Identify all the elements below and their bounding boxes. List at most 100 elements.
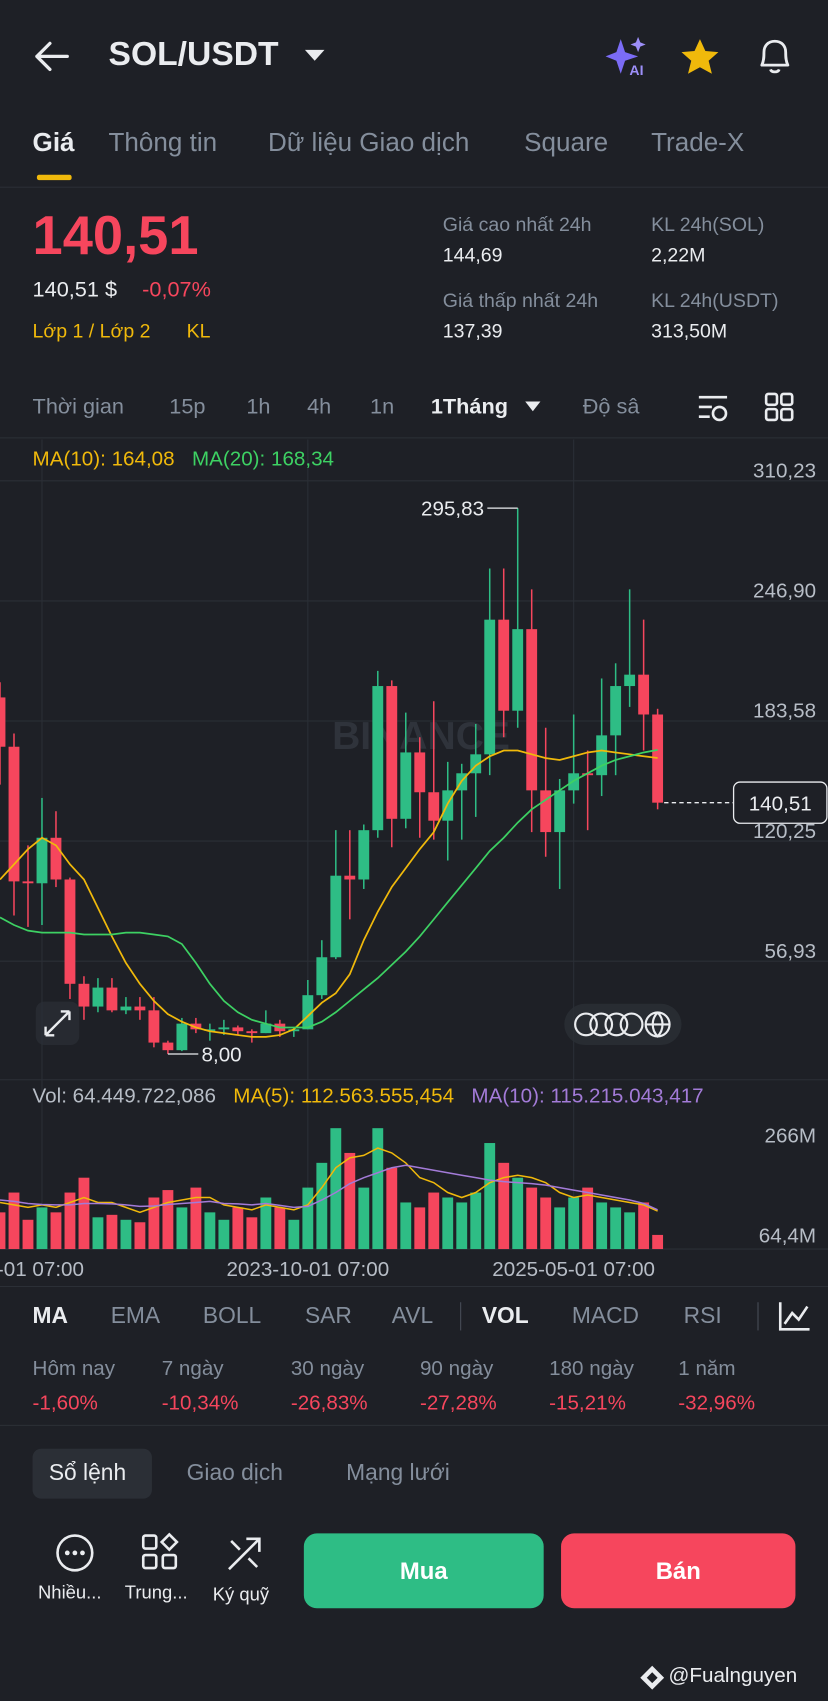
action-label[interactable]: Ký quỹ bbox=[212, 1584, 270, 1605]
action-label[interactable]: Nhiều... bbox=[37, 1582, 102, 1603]
vol-bar bbox=[36, 1207, 48, 1250]
divider bbox=[0, 437, 828, 439]
candle-body bbox=[288, 1029, 300, 1032]
kline-chart[interactable]: BINANCE 56,93 120,25 183,58 246,90 310,23 03-… bbox=[0, 438, 828, 1291]
vol-bar bbox=[442, 1197, 454, 1250]
more-icon[interactable] bbox=[54, 1532, 95, 1573]
perf-value: -1,60% bbox=[32, 1392, 98, 1416]
stat-value: 137,39 bbox=[442, 320, 503, 342]
interval[interactable]: Độ sâ bbox=[582, 395, 640, 419]
vol-bar bbox=[652, 1234, 664, 1250]
subtab[interactable]: Mạng lưới bbox=[346, 1460, 450, 1486]
candle-body bbox=[484, 619, 496, 755]
tab[interactable]: Dữ liệu Giao dịch bbox=[268, 128, 470, 158]
y-tick-label: 246,90 bbox=[753, 580, 816, 603]
favorite-star[interactable] bbox=[679, 37, 720, 76]
center-icon[interactable] bbox=[140, 1532, 179, 1571]
vol-bar bbox=[568, 1197, 580, 1250]
tab[interactable]: Trade-X bbox=[651, 128, 745, 158]
tab-active[interactable]: Giá bbox=[32, 128, 75, 158]
layer-tag[interactable]: Lớp 1 / Lớp 2 bbox=[32, 320, 151, 342]
interval[interactable]: 4h bbox=[307, 395, 332, 419]
candle-body bbox=[624, 674, 636, 687]
indicator-settings[interactable] bbox=[777, 1300, 812, 1333]
vol-bar bbox=[50, 1212, 62, 1250]
candle-body bbox=[50, 837, 62, 880]
divider bbox=[0, 1285, 828, 1288]
interval[interactable]: Thời gian bbox=[32, 395, 125, 419]
ma-line bbox=[0, 749, 658, 1038]
ai-icon[interactable]: AI bbox=[605, 35, 652, 78]
interval-caret[interactable] bbox=[524, 400, 541, 413]
vol-bar bbox=[288, 1219, 300, 1250]
x-tick-label: 2025-05-01 07:00 bbox=[492, 1258, 655, 1281]
candle-body bbox=[512, 629, 524, 711]
vol-bar bbox=[582, 1187, 594, 1250]
vol-bar bbox=[358, 1187, 370, 1250]
margin-icon[interactable] bbox=[225, 1534, 264, 1573]
vol-bar bbox=[78, 1177, 90, 1250]
indicator-active[interactable]: MA bbox=[32, 1303, 69, 1329]
indicator[interactable]: BOLL bbox=[202, 1303, 262, 1329]
indicator[interactable]: MACD bbox=[571, 1303, 640, 1329]
sell-button[interactable]: Bán bbox=[561, 1533, 796, 1609]
buy-button[interactable]: Mua bbox=[303, 1533, 544, 1609]
stat-value: 2,22M bbox=[651, 244, 706, 266]
annotation: 8,00 bbox=[202, 1044, 242, 1067]
candle-body bbox=[554, 790, 566, 833]
perf-label: 7 ngày bbox=[161, 1357, 224, 1381]
stat-value: 144,69 bbox=[442, 244, 503, 266]
pair-title[interactable]: SOL/USDT bbox=[108, 34, 279, 73]
interval[interactable]: 1h bbox=[246, 395, 271, 419]
vol-bar bbox=[120, 1219, 132, 1250]
candle-body bbox=[498, 619, 510, 711]
separator bbox=[757, 1302, 759, 1331]
kl-tag[interactable]: KL bbox=[186, 320, 211, 342]
vol-bar bbox=[638, 1202, 650, 1250]
tab[interactable]: Thông tin bbox=[108, 128, 218, 158]
vol-bar bbox=[624, 1212, 636, 1250]
svg-text:AI: AI bbox=[629, 62, 643, 78]
stat-value: 313,50M bbox=[651, 320, 728, 342]
vol-legend: Vol: 64.449.722,086 bbox=[33, 1085, 216, 1108]
tab[interactable]: Square bbox=[524, 128, 609, 158]
indicator[interactable]: SAR bbox=[304, 1303, 352, 1329]
chart-settings-icon[interactable] bbox=[697, 393, 730, 423]
subtab[interactable]: Giao dịch bbox=[186, 1460, 283, 1486]
candle-body bbox=[148, 1010, 160, 1043]
pair-caret[interactable] bbox=[304, 48, 326, 63]
divider bbox=[0, 186, 828, 188]
perf-value: -32,96% bbox=[678, 1392, 756, 1416]
vol-bar bbox=[610, 1207, 622, 1250]
vol-bar bbox=[134, 1222, 146, 1250]
interval[interactable]: 15p bbox=[169, 395, 206, 419]
vol-ma-line bbox=[0, 1164, 658, 1211]
candle-body bbox=[190, 1023, 202, 1030]
vol-bar bbox=[484, 1143, 496, 1250]
candle-body bbox=[176, 1023, 188, 1051]
perf-label: 1 năm bbox=[678, 1357, 736, 1381]
candle-body bbox=[358, 830, 370, 880]
indicator[interactable]: EMA bbox=[110, 1303, 161, 1329]
interval[interactable]: 1n bbox=[370, 395, 395, 419]
indicator[interactable]: AVL bbox=[391, 1303, 434, 1329]
credit-logo bbox=[640, 1665, 665, 1690]
indicator-active[interactable]: VOL bbox=[481, 1303, 529, 1329]
vol-bar bbox=[470, 1192, 482, 1250]
indicator[interactable]: RSI bbox=[683, 1303, 722, 1329]
bell[interactable] bbox=[753, 35, 796, 78]
back-button[interactable] bbox=[33, 39, 72, 74]
action-label[interactable]: Trung... bbox=[124, 1582, 188, 1603]
interval-active[interactable]: 1Tháng bbox=[430, 395, 509, 419]
candle-body bbox=[316, 957, 328, 996]
vol-bar bbox=[148, 1197, 160, 1250]
vol-bar bbox=[190, 1187, 202, 1250]
layout-icon[interactable] bbox=[764, 392, 794, 422]
expand-button[interactable] bbox=[35, 1001, 81, 1047]
y-tick-label: 120,25 bbox=[753, 820, 816, 843]
vol-bar bbox=[64, 1192, 76, 1250]
candle-body bbox=[596, 735, 608, 776]
credit: @Fualnguyen bbox=[668, 1664, 798, 1688]
overlay-tools[interactable] bbox=[562, 993, 684, 1047]
subtab-active[interactable]: Sổ lệnh bbox=[48, 1460, 127, 1486]
